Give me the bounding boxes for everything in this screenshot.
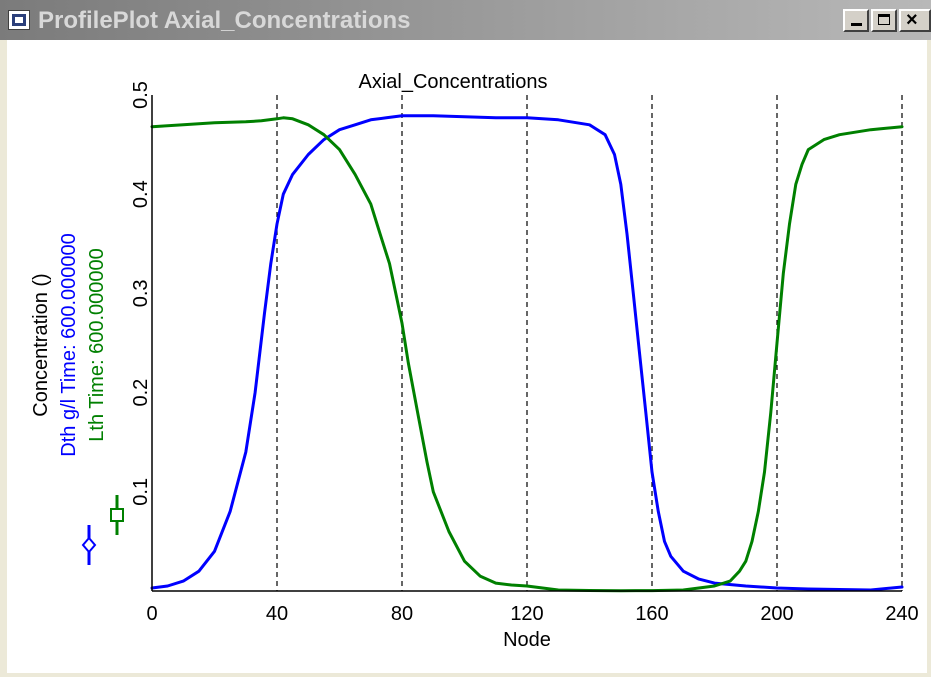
app-icon[interactable] — [8, 10, 30, 30]
axial-concentrations-chart: Axial_Concentrations 0 40 80 120 160 200 240 0… — [30, 71, 919, 651]
rotated-legend: Concentration () Dth g/l Time: 600.000000… — [30, 233, 124, 565]
gridlines — [276, 95, 903, 591]
y-tick-labels: 0.1 0.2 0.3 0.4 0.5 — [130, 81, 152, 506]
legend-marker-lth — [110, 508, 124, 522]
close-button[interactable]: × — [899, 9, 931, 32]
x-tick-labels: 0 40 80 120 160 200 240 — [146, 603, 918, 625]
y-tick-label: 0.5 — [130, 81, 152, 109]
y-tick-label: 0.2 — [130, 379, 152, 407]
close-icon: × — [906, 9, 918, 31]
plot-area: Axial_Concentrations 0 40 80 120 160 200 240 0… — [7, 40, 927, 673]
y-tick-label: 0.1 — [130, 478, 152, 506]
y-tick-label: 0.3 — [130, 279, 152, 307]
maximize-icon — [878, 14, 890, 25]
series-layer — [150, 114, 904, 593]
chart-title: Axial_Concentrations — [359, 71, 548, 93]
x-tick-label: 120 — [510, 603, 543, 625]
series-line-lth — [150, 116, 904, 593]
x-tick-label: 160 — [635, 603, 668, 625]
title-bar[interactable]: ProfilePlot Axial_Concentrations × — [0, 0, 931, 40]
legend-marker-dth — [81, 536, 97, 554]
y-tick-label: 0.4 — [130, 180, 152, 208]
x-tick-label: 200 — [760, 603, 793, 625]
legend-label-lth: Lth Time: 600.000000 — [86, 248, 108, 441]
window-title: ProfilePlot Axial_Concentrations — [38, 7, 411, 34]
x-tick-label: 80 — [391, 603, 413, 625]
x-tick-label: 240 — [885, 603, 918, 625]
x-tick-label: 0 — [146, 603, 157, 625]
minimize-icon — [851, 23, 862, 26]
series-line-dth — [150, 114, 904, 592]
axes — [151, 95, 902, 592]
y-axis-label: Concentration () — [30, 273, 52, 416]
minimize-button[interactable] — [843, 9, 869, 32]
maximize-button[interactable] — [871, 9, 897, 32]
legend-label-dth: Dth g/l Time: 600.000000 — [58, 233, 80, 456]
x-tick-label: 40 — [266, 603, 288, 625]
x-axis-label: Node — [503, 629, 551, 651]
